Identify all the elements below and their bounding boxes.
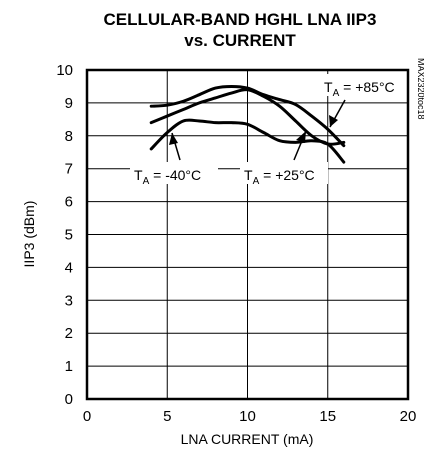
x-tick-label: 10: [239, 408, 256, 425]
y-tick-label: 1: [65, 358, 73, 375]
annotation-85: TA = +85°C: [320, 74, 402, 128]
y-tick-label: 8: [65, 128, 73, 145]
y-axis-label: IIP3 (dBm): [21, 201, 37, 268]
chart-title-line2: vs. CURRENT: [184, 31, 296, 50]
x-axis-label: LNA CURRENT (mA): [181, 431, 314, 447]
series-line-0: [149, 84, 346, 148]
figure-code: MAX2320toc18: [416, 58, 424, 120]
chart-title-line1: CELLULAR-BAND HGHL LNA IIP3: [104, 10, 377, 29]
x-tick-label: 20: [400, 408, 417, 425]
y-tick-label: 10: [56, 62, 73, 79]
annotation-25: TA = +25°C: [240, 130, 328, 187]
annotation-25-bg: [240, 162, 328, 184]
tick-labels: 0 5 10 15 20 0 1 2 3 4 5 6 7 8 9 10: [56, 62, 416, 425]
plot-frame: [85, 68, 410, 401]
x-tick-label: 0: [83, 408, 91, 425]
annotation-m40: TA = -40°C: [130, 132, 218, 187]
annotation-85-bg: [320, 74, 402, 96]
annotation-m40-label: TA = -40°C: [134, 167, 201, 187]
y-tick-label: 0: [65, 391, 73, 408]
grid: [87, 70, 408, 399]
annotation-85-label: TA = +85°C: [324, 79, 395, 99]
y-tick-label: 7: [65, 161, 73, 178]
annotation-85-arrowhead: [329, 115, 338, 127]
y-tick-label: 6: [65, 194, 73, 211]
x-tick-label: 15: [319, 408, 336, 425]
series-line-2: [149, 118, 346, 164]
x-tick-label: 5: [163, 408, 171, 425]
series-line-1: [149, 88, 346, 146]
series-group: [149, 84, 346, 164]
y-tick-label: 5: [65, 227, 73, 244]
annotation-m40-bg: [130, 162, 218, 184]
annotation-m40-arrowhead: [169, 133, 178, 145]
y-tick-label: 4: [65, 259, 73, 276]
annotation-25-arrowhead: [296, 131, 306, 143]
y-tick-label: 9: [65, 95, 73, 112]
annotation-25-label: TA = +25°C: [244, 167, 315, 187]
y-tick-label: 3: [65, 292, 73, 309]
y-tick-label: 2: [65, 325, 73, 342]
